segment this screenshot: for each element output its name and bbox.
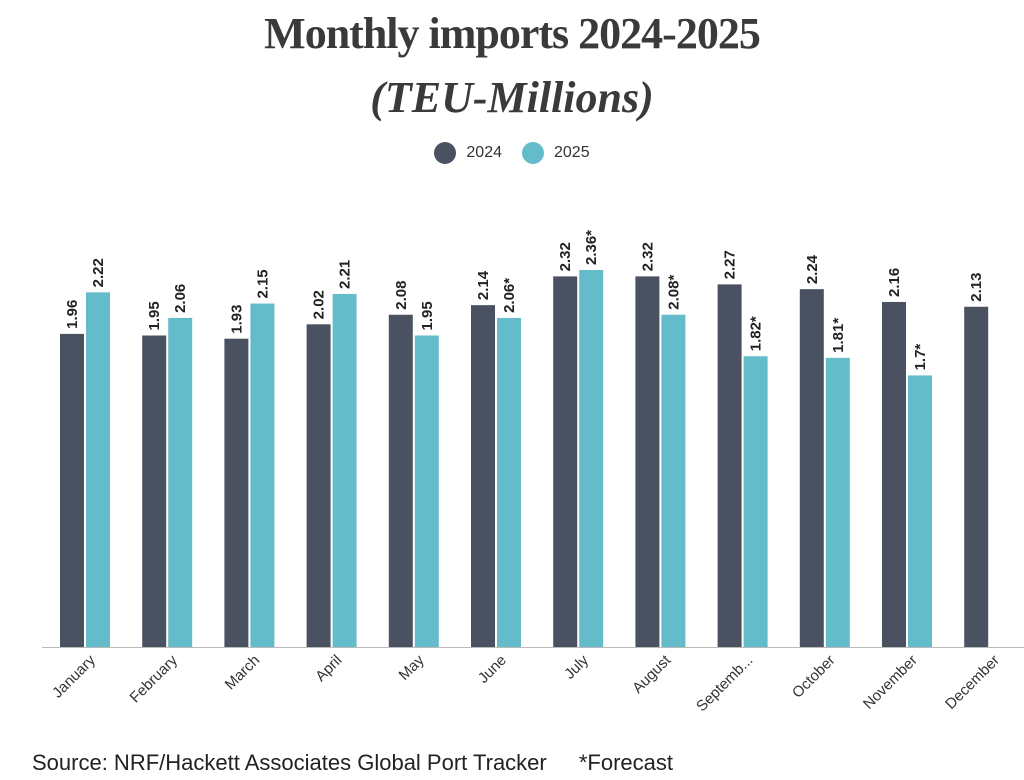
bar-2024-0 (60, 333, 84, 647)
bar-2024-7 (635, 276, 660, 647)
chart-subtitle: (TEU-Millions) (370, 73, 654, 122)
bar-2025-5 (497, 317, 521, 647)
x-tick-label-3: April (312, 652, 345, 685)
data-label-2025-0: 2.22 (90, 258, 107, 287)
data-label-2024-5: 2.14 (475, 270, 492, 300)
forecast-footnote: *Forecast (578, 750, 674, 775)
data-label-2024-1: 1.95 (146, 301, 163, 330)
data-label-2024-0: 1.96 (64, 300, 81, 329)
data-label-2024-3: 2.02 (311, 290, 328, 319)
bar-2025-4 (414, 335, 439, 647)
legend-swatch-2024 (434, 142, 457, 164)
legend-item-2025[interactable]: 2025 (522, 142, 590, 164)
bar-2025-7 (661, 314, 686, 647)
x-tick-label-7: August (629, 651, 675, 697)
bar-2024-2 (224, 338, 249, 647)
data-label-2025-3: 2.21 (337, 260, 354, 289)
bar-2025-1 (168, 317, 193, 647)
bar-2024-8 (717, 284, 742, 647)
bar-2025-8 (743, 356, 768, 647)
legend-item-2024[interactable]: 2024 (434, 142, 502, 164)
bar-2025-2 (250, 303, 275, 647)
x-tick-label-9: October (789, 652, 839, 702)
x-tick-label-2: March (222, 652, 263, 693)
data-label-2025-4: 1.95 (419, 301, 436, 330)
legend: 2024 2025 (0, 142, 1024, 164)
bar-2025-0 (86, 292, 110, 647)
x-tick-label-4: May (396, 651, 428, 683)
data-label-2024-8: 2.27 (722, 250, 739, 279)
bar-2025-10 (908, 375, 932, 647)
bar-2025-3 (332, 293, 357, 647)
bar-2025-6 (579, 270, 604, 647)
source-line: Source: NRF/Hackett Associates Global Po… (32, 750, 673, 776)
chart-title: Monthly imports 2024-2025 (264, 9, 761, 58)
x-tick-label-5: June (475, 652, 510, 687)
data-label-2025-9: 1.81* (830, 318, 847, 353)
bar-2024-1 (142, 335, 167, 647)
bar-chart: 1.96 2.22 January 1.95 2.06 February 1.93 2.15 M… (42, 230, 1024, 715)
x-tick-label-6: July (561, 651, 592, 682)
x-tick-label-8: Septemb... (693, 652, 756, 715)
legend-label-2024: 2024 (466, 144, 502, 161)
data-label-2025-7: 2.08* (665, 275, 682, 310)
data-label-2024-4: 2.08 (393, 281, 410, 310)
data-label-2024-11: 2.13 (968, 273, 985, 302)
x-tick-label-11: December (942, 652, 1003, 713)
bar-2024-6 (553, 276, 578, 647)
data-label-2025-5: 2.06* (501, 278, 518, 313)
bar-2024-11 (964, 306, 989, 647)
data-label-2025-8: 1.82* (748, 316, 765, 351)
data-label-2025-10: 1.7* (912, 344, 929, 371)
data-label-2024-2: 1.93 (228, 304, 245, 333)
bar-2024-10 (882, 301, 906, 647)
data-label-2024-10: 2.16 (886, 268, 903, 297)
bar-2024-3 (306, 324, 331, 647)
data-label-2025-2: 2.15 (254, 269, 271, 298)
data-label-2024-7: 2.32 (639, 242, 656, 271)
bar-2024-9 (799, 289, 824, 647)
bar-2025-9 (825, 357, 850, 647)
legend-swatch-2025 (522, 142, 544, 164)
bar-2024-4 (388, 314, 413, 647)
data-label-2024-9: 2.24 (804, 254, 821, 284)
x-tick-label-0: January (49, 651, 99, 701)
legend-label-2025: 2025 (554, 144, 590, 161)
data-label-2025-1: 2.06 (172, 284, 189, 313)
data-label-2024-6: 2.32 (557, 242, 574, 271)
source-text: Source: NRF/Hackett Associates Global Po… (32, 750, 547, 775)
data-label-2025-6: 2.36* (583, 230, 600, 265)
x-tick-label-10: November (860, 652, 921, 713)
x-tick-label-1: February (127, 651, 182, 706)
bar-2024-5 (471, 305, 495, 647)
